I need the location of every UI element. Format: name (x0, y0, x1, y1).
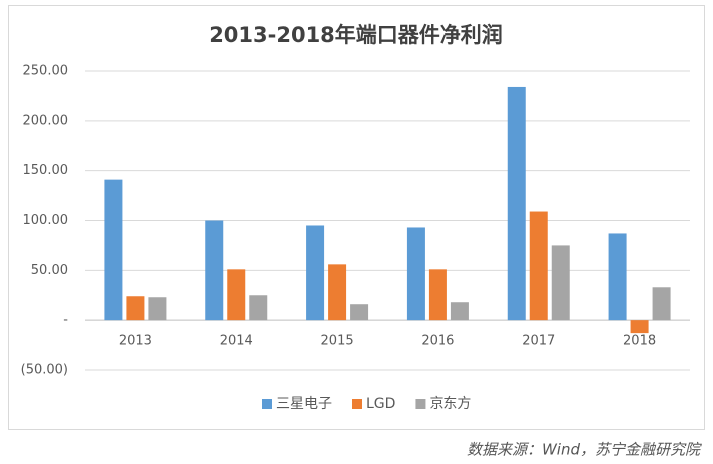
bar (104, 179, 123, 321)
bar (249, 295, 268, 321)
bar (205, 220, 224, 321)
bar (306, 225, 325, 321)
x-tick-label: 2017 (522, 334, 555, 349)
bar (608, 233, 627, 321)
bar (406, 227, 425, 321)
legend-swatch (262, 399, 272, 409)
chart-frame (8, 5, 705, 430)
x-tick-label: 2014 (220, 334, 253, 349)
bar (328, 264, 347, 321)
bar (551, 245, 570, 321)
bar (126, 296, 145, 321)
bar (148, 297, 167, 321)
y-tick-label: 250.00 (23, 64, 69, 79)
source-note: 数据来源：Wind，苏宁金融研究院 (467, 441, 702, 459)
y-tick-label: 200.00 (23, 113, 69, 128)
legend-swatch (415, 399, 426, 409)
bar (350, 304, 369, 321)
legend-label: 三星电子 (276, 396, 332, 412)
bar (428, 269, 447, 321)
bar (630, 320, 649, 334)
legend-swatch (352, 399, 362, 409)
bar (507, 86, 526, 321)
bar (652, 287, 671, 321)
y-tick-label: - (63, 313, 68, 328)
y-tick-label: 150.00 (23, 163, 69, 178)
bar (227, 269, 246, 321)
x-tick-label: 2016 (421, 334, 454, 349)
chart-title: 2013-2018年端口器件净利润 (209, 23, 503, 47)
y-tick-label: (50.00) (21, 363, 68, 378)
x-tick-label: 2018 (623, 334, 656, 349)
bar (450, 302, 469, 321)
bar (529, 211, 548, 321)
x-tick-label: 2013 (119, 334, 152, 349)
y-tick-label: 100.00 (23, 213, 69, 228)
x-tick-label: 2015 (321, 334, 354, 349)
y-tick-label: 50.00 (31, 263, 68, 278)
legend-label: LGD (366, 396, 395, 412)
legend-label: 京东方 (429, 396, 471, 412)
